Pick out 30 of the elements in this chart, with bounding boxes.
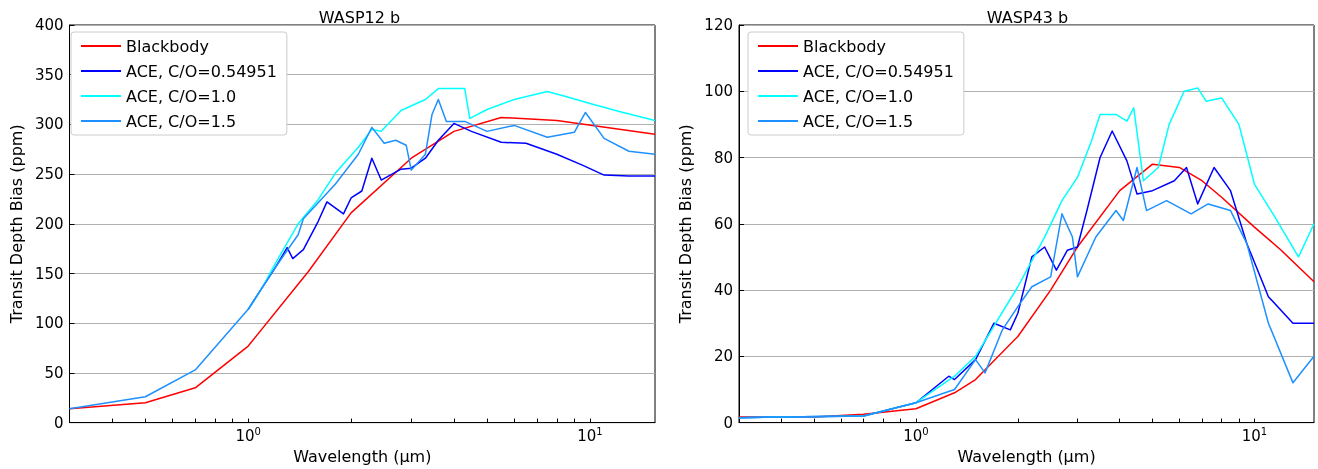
y-tick-label: 400 bbox=[34, 16, 64, 34]
x-axis-title: Wavelength (μm) bbox=[957, 446, 1096, 466]
y-tick-label: 50 bbox=[44, 363, 64, 382]
y-tick-label: 0 bbox=[53, 413, 64, 432]
legend-label: ACE, C/O=1.5 bbox=[126, 111, 237, 131]
y-tick-label: 100 bbox=[704, 82, 733, 101]
legend-label: Blackbody bbox=[803, 36, 886, 56]
legend-label: ACE, C/O=0.54951 bbox=[803, 61, 954, 81]
y-tick-label: 20 bbox=[713, 347, 733, 366]
y-tick-label: 100 bbox=[34, 314, 64, 333]
legend-label: Blackbody bbox=[126, 36, 209, 56]
chart-title: WASP12 b bbox=[318, 7, 401, 27]
y-axis-title: Transit Depth Bias (ppm) bbox=[6, 124, 26, 325]
x-axis-title: Wavelength (μm) bbox=[293, 446, 432, 466]
y-tick-label: 0 bbox=[723, 413, 733, 432]
y-tick-label: 60 bbox=[713, 214, 733, 233]
y-tick-label: 80 bbox=[713, 148, 733, 167]
y-tick-label: 350 bbox=[34, 65, 64, 84]
legend-label: ACE, C/O=1.0 bbox=[126, 86, 237, 106]
y-tick-label: 300 bbox=[34, 115, 64, 134]
legend-label: ACE, C/O=1.0 bbox=[803, 86, 914, 106]
y-tick-label: 250 bbox=[34, 165, 64, 184]
legend-label: ACE, C/O=1.5 bbox=[803, 111, 914, 131]
y-tick-label: 200 bbox=[34, 214, 64, 233]
chart-title: WASP43 b bbox=[986, 7, 1069, 27]
y-tick-label: 150 bbox=[34, 264, 64, 283]
y-tick-label: 120 bbox=[704, 16, 733, 34]
y-axis-title: Transit Depth Bias (ppm) bbox=[675, 124, 695, 325]
legend-label: ACE, C/O=0.54951 bbox=[126, 61, 277, 81]
y-tick-label: 40 bbox=[713, 281, 733, 300]
